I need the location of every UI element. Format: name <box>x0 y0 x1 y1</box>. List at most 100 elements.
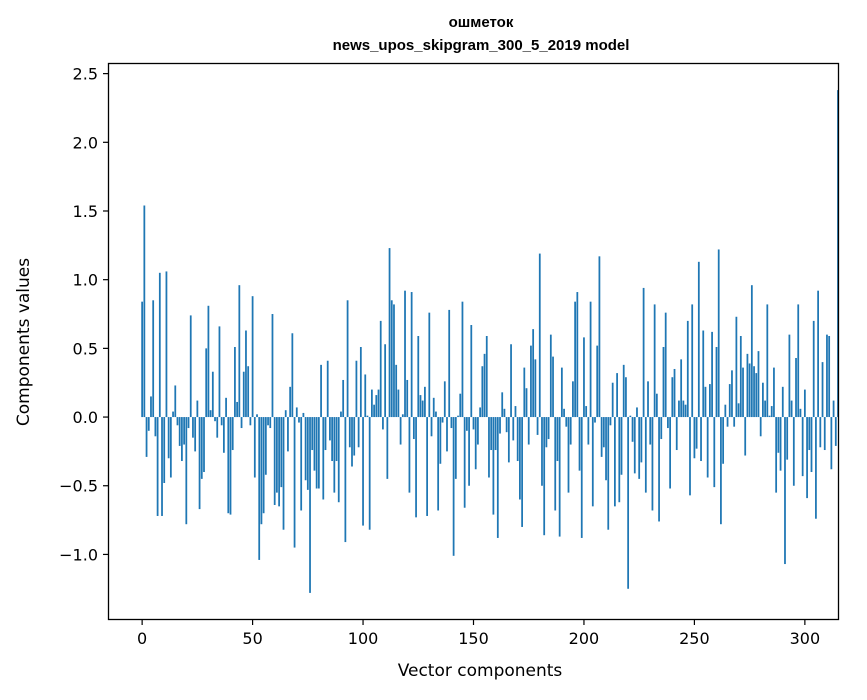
bar-component-71 <box>298 417 300 423</box>
bar-component-307 <box>819 417 822 448</box>
bar-component-23 <box>192 417 194 438</box>
bar-component-0 <box>141 301 144 418</box>
bar-component-130 <box>428 312 431 418</box>
bar-component-276 <box>750 285 753 418</box>
bar-component-129 <box>426 417 428 516</box>
bar-component-109 <box>382 417 384 430</box>
plot-frame <box>107 62 840 621</box>
bar-component-219 <box>625 377 627 418</box>
x-tick-label-300: 300 <box>790 629 821 648</box>
bar-component-48 <box>247 366 250 418</box>
bar-component-259 <box>713 417 716 488</box>
bar-component-232 <box>653 304 656 418</box>
bar-component-267 <box>731 370 733 418</box>
bar-component-206 <box>596 345 599 418</box>
bar-component-254 <box>702 330 705 418</box>
bar-component-300 <box>803 389 806 418</box>
bar-component-158 <box>490 417 493 451</box>
bar-component-237 <box>664 312 667 418</box>
bar-component-172 <box>521 417 523 527</box>
bar-component-13 <box>169 417 172 478</box>
bar-component-249 <box>691 304 694 418</box>
bar-component-77 <box>311 417 314 451</box>
bar-component-105 <box>373 404 375 418</box>
bar-component-248 <box>689 417 691 496</box>
bar-component-153 <box>479 407 482 418</box>
chart-title-line-1: ошметок <box>449 14 514 31</box>
bar-component-99 <box>359 347 362 418</box>
bar-component-269 <box>735 316 738 418</box>
bar-component-114 <box>393 304 395 418</box>
bar-component-152 <box>477 417 479 445</box>
bar-component-247 <box>686 320 689 418</box>
bar-component-149 <box>470 325 473 418</box>
bar-component-78 <box>313 417 316 471</box>
bar-component-38 <box>225 397 227 418</box>
bar-component-168 <box>512 417 515 441</box>
bar-component-123 <box>412 417 415 440</box>
bar-component-208 <box>600 417 603 457</box>
bar-component-140 <box>450 417 453 429</box>
bar-component-127 <box>421 400 424 418</box>
bar-component-200 <box>583 337 585 418</box>
bar-component-35 <box>218 326 221 418</box>
bar-component-171 <box>519 417 521 500</box>
bar-component-227 <box>642 287 645 418</box>
bar-component-121 <box>408 417 411 493</box>
bar-component-271 <box>739 336 742 418</box>
bar-component-96 <box>353 417 356 456</box>
bar-component-134 <box>437 417 440 511</box>
bar-component-190 <box>560 367 563 418</box>
bar-component-274 <box>746 353 749 418</box>
bar-component-160 <box>494 417 497 451</box>
bar-component-9 <box>161 417 163 516</box>
bar-component-66 <box>287 417 289 452</box>
bar-component-69 <box>293 417 296 548</box>
bar-component-199 <box>580 417 583 538</box>
bar-component-266 <box>728 384 731 418</box>
bar-component-195 <box>572 381 574 418</box>
bar-component-82 <box>322 417 325 500</box>
bar-component-84 <box>326 360 329 418</box>
y-tick-label-1: −0.5 <box>59 477 98 496</box>
bar-component-250 <box>693 417 696 459</box>
bar-component-45 <box>240 417 243 429</box>
bar-component-145 <box>461 301 464 418</box>
bar-component-196 <box>574 301 576 418</box>
bar-component-174 <box>525 388 528 418</box>
bar-component-292 <box>786 417 789 460</box>
bar-component-228 <box>644 417 647 493</box>
bar-component-150 <box>472 417 475 430</box>
bar-component-137 <box>443 381 446 418</box>
bar-component-188 <box>556 417 559 462</box>
bar-component-257 <box>708 384 711 418</box>
bar-component-212 <box>609 417 612 426</box>
bar-component-309 <box>823 417 826 451</box>
bar-component-39 <box>227 417 230 514</box>
bar-component-46 <box>242 371 245 418</box>
bar-component-70 <box>295 407 298 418</box>
bar-component-18 <box>181 417 183 462</box>
bar-component-187 <box>554 417 557 511</box>
bar-component-253 <box>700 417 702 462</box>
bar-component-64 <box>282 417 285 530</box>
bar-component-146 <box>463 417 466 508</box>
bar-component-141 <box>452 417 455 556</box>
bar-component-288 <box>777 417 780 453</box>
bar-component-42 <box>234 347 236 418</box>
bar-component-104 <box>371 389 373 418</box>
bar-component-17 <box>178 417 181 446</box>
bar-component-36 <box>220 417 223 426</box>
bar-component-88 <box>335 417 338 462</box>
x-tick-label-200: 200 <box>569 629 600 648</box>
bar-component-108 <box>379 320 382 418</box>
bar-component-54 <box>260 417 263 525</box>
bar-component-31 <box>209 410 212 418</box>
bar-component-268 <box>733 417 736 427</box>
bar-component-79 <box>315 417 318 489</box>
bar-component-6 <box>154 417 157 437</box>
bar-component-203 <box>589 301 592 418</box>
bar-component-113 <box>390 300 393 418</box>
bar-component-280 <box>759 417 762 437</box>
bar-component-144 <box>459 393 462 418</box>
